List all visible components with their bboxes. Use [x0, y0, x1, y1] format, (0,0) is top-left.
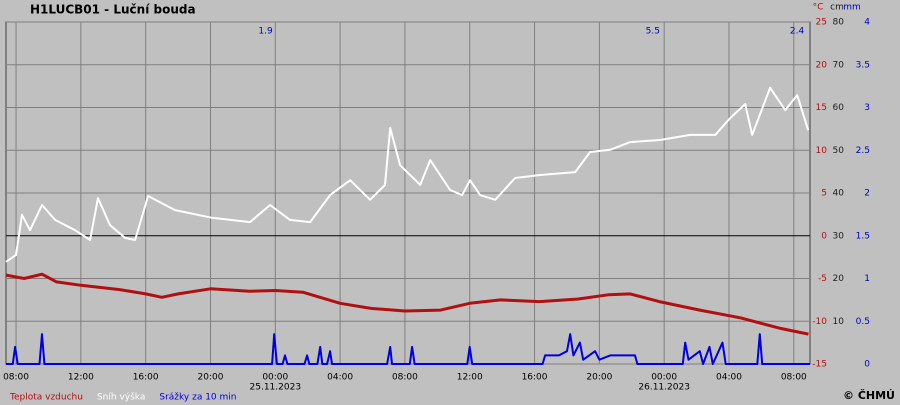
copyright: © ČHMÚ — [843, 389, 895, 402]
x-tick-label: 08:00 — [781, 373, 807, 383]
y-tick-label: 3 — [864, 103, 870, 113]
y-tick-label: 25 — [816, 18, 827, 28]
x-tick-label: 12:00 — [457, 373, 483, 383]
y-tick-label: 70 — [833, 60, 845, 70]
y-tick-label: 5 — [821, 189, 827, 199]
y-tick-label: 0.5 — [856, 317, 870, 327]
y-tick-label: 0 — [864, 360, 870, 370]
y-tick-label: 50 — [833, 146, 845, 156]
x-tick-label: 16:00 — [522, 373, 548, 383]
x-tick-label: 20:00 — [586, 373, 612, 383]
series-line — [5, 272, 809, 336]
y-unit: °C — [813, 3, 824, 13]
y-tick-label: 0 — [821, 231, 827, 241]
y-tick-label: 80 — [833, 18, 845, 28]
y-tick-label: 4 — [864, 18, 870, 28]
legend-entry: Srážky za 10 min — [159, 393, 236, 403]
y-tick-label: 1.5 — [856, 231, 870, 241]
chart-title: H1LUCB01 - Luční bouda — [30, 3, 196, 17]
y-tick-label: 10 — [833, 317, 845, 327]
x-tick-label: 00:00 — [651, 373, 677, 383]
x-tick-label: 08:00 — [3, 373, 29, 383]
daily-total: 1.9 — [258, 27, 273, 37]
x-tick-label: 16:00 — [133, 373, 159, 383]
y-tick-label: 1 — [864, 274, 870, 284]
y-tick-label: 2 — [864, 189, 870, 199]
series-line — [5, 86, 810, 263]
daily-total: 5.5 — [646, 27, 660, 37]
x-tick-label: 04:00 — [327, 373, 353, 383]
y-tick-label: 20 — [816, 60, 828, 70]
y2-unit: cm — [830, 3, 844, 13]
y-tick-label: 20 — [833, 274, 845, 284]
y-tick-label: 40 — [833, 189, 845, 199]
daily-total: 2.4 — [790, 27, 805, 37]
x-tick-label: 00:00 — [262, 373, 288, 383]
y-tick-label: -15 — [812, 360, 827, 370]
legend-entry: Sníh výška — [97, 392, 145, 403]
y-tick-label: 3.5 — [856, 60, 870, 70]
y-tick-label: 10 — [816, 146, 828, 156]
x-tick-label: 04:00 — [716, 373, 742, 383]
y-tick-label: -5 — [818, 274, 827, 284]
y-tick-label: 30 — [833, 231, 845, 241]
series-line — [6, 333, 810, 365]
date-label: 25.11.2023 — [250, 383, 302, 393]
x-tick-label: 20:00 — [198, 373, 224, 383]
y3-unit: mm — [843, 3, 861, 13]
y-tick-label: 2.5 — [856, 146, 870, 156]
x-tick-label: 08:00 — [392, 373, 418, 383]
y-tick-label: 60 — [833, 103, 845, 113]
legend-entry: Teplota vzduchu — [9, 393, 83, 403]
date-label: 26.11.2023 — [638, 383, 690, 393]
y-tick-label: -10 — [812, 317, 827, 327]
y-tick-label: 15 — [816, 103, 827, 113]
x-tick-label: 12:00 — [68, 373, 94, 383]
